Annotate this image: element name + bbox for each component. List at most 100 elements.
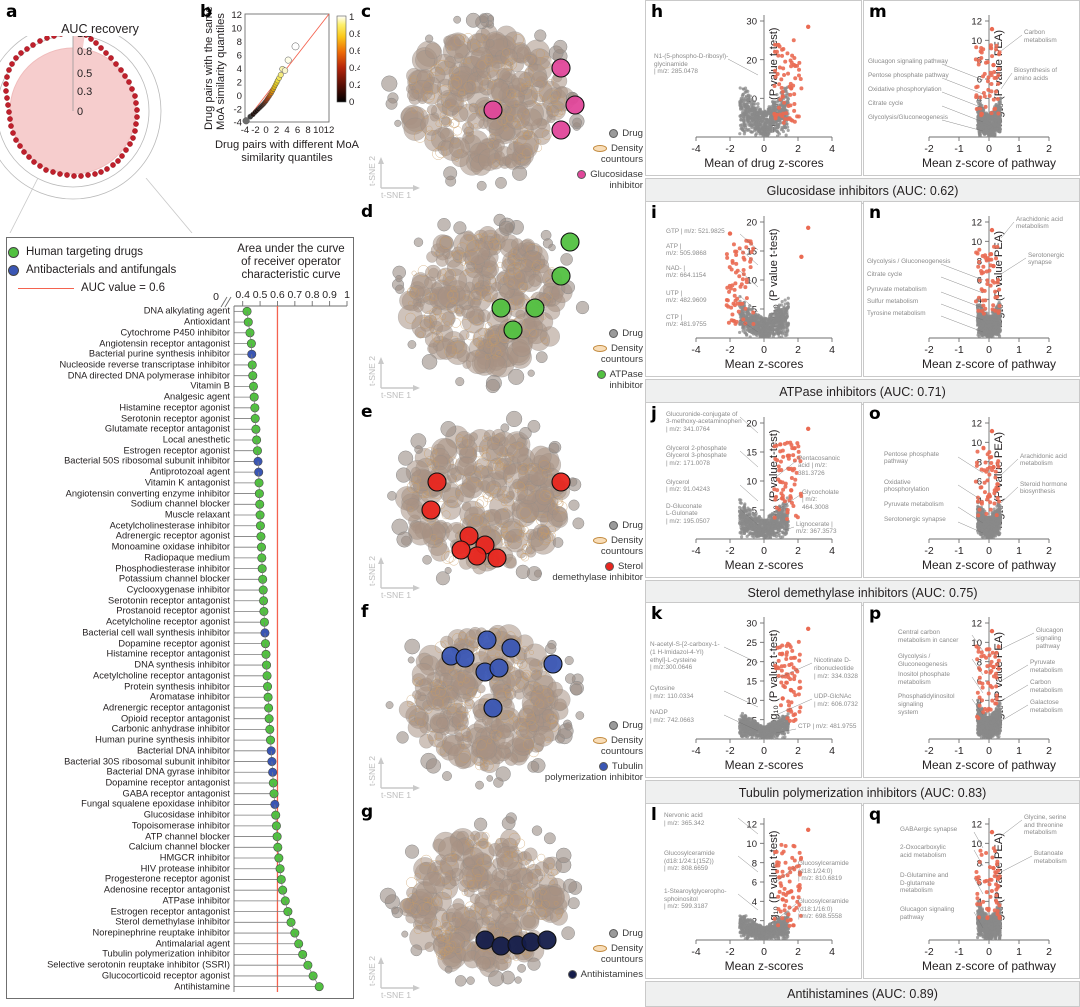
volcano-ytick: 20	[746, 55, 757, 66]
panel-b-xtick-12: 12	[324, 125, 335, 136]
volcano-annotation: Pentose phosphate pathway	[868, 72, 949, 80]
auc-dot	[277, 875, 285, 883]
volcano-ytick: 10	[971, 438, 982, 449]
panel-letter-d: d	[361, 204, 373, 221]
auc-row-label: Fungal squalene epoxidase inhibitor	[81, 800, 230, 809]
panel-b-xtick-10: 10	[313, 125, 324, 136]
auc-heading-line2: of receiver operator	[232, 256, 350, 269]
auc-xtick-0.6: 0.6	[270, 289, 285, 301]
panel-letter-f: f	[361, 604, 368, 621]
volcano-xtick: 2	[1046, 946, 1052, 958]
volcano-xtick: 0	[761, 545, 767, 557]
auc-row-label: DNA synthesis inhibitor	[134, 660, 230, 669]
volcano-xtick: 0	[761, 946, 767, 958]
volcano-xtick: -4	[691, 946, 700, 958]
auc-row-label: Acetylcholinesterase inhibitor	[110, 521, 230, 530]
panel-a-zoom-connector	[0, 178, 200, 233]
volcano-row-caption: Antihistamines (AUC: 0.89)	[645, 981, 1080, 1007]
panel-letter-i: i	[651, 205, 657, 222]
volcano-ytick: 10	[746, 839, 757, 850]
volcano-annotation: Biosynthesis of amino acids	[1014, 67, 1057, 82]
volcano-annotation: N1-(5-phospho-D-ribosyl)- glycinamide | …	[654, 53, 728, 76]
volcano-annotation: Glycolysis / Gluconeogenesis	[867, 258, 950, 266]
tsne-axis-y-label: t-SNE 2	[367, 556, 377, 586]
volcano-xlabel: Mean z-scores	[725, 357, 804, 371]
volcano-cell-n: n24681012−log₁₀ (P value PEA)-2-1012Mean…	[863, 201, 1080, 377]
auc-row-label: Aromatase inhibitor	[150, 693, 230, 702]
auc-xtick-0.7: 0.7	[288, 289, 303, 301]
volcano-row: i5101520−log₁₀ (P value t-test)-4-2024Me…	[645, 201, 1080, 402]
highlight-dot-icon	[577, 170, 586, 179]
volcano-annotation: Oxidative phosphorylation	[884, 479, 929, 494]
auc-row-label: Local anesthetic	[163, 435, 230, 444]
volcano-annotation: Nervonic acid | m/z: 365.342	[664, 812, 704, 827]
density-contour-icon	[593, 737, 607, 744]
blue-dot-icon	[8, 265, 19, 276]
auc-row-label: DNA directed DNA polymerase inhibitor	[68, 371, 230, 380]
drug-dot-icon	[609, 521, 618, 530]
auc-row-label: Analgesic agent	[164, 392, 230, 401]
volcano-ytick: 10	[746, 696, 757, 707]
auc-row-label: Antimalarial agent	[156, 939, 230, 948]
volcano-xtick: 0	[761, 745, 767, 757]
tsne-legend-item: Drug	[568, 928, 643, 939]
volcano-annotation: Oxidative phosphorylation	[868, 86, 942, 94]
tsne-legend-label: Tubulin polymerization inhibitor	[545, 761, 643, 783]
auc-row-label: Dopamine receptor antagonist	[105, 778, 230, 787]
auc-row-label: Adenosine receptor antagonist	[104, 886, 230, 895]
volcano-xtick: -2	[725, 143, 734, 155]
volcano-annotation: Arachidonic acid metabolism	[1020, 453, 1067, 468]
legend-bacterial-label: Antibacterials and antifungals	[26, 264, 176, 276]
panel-b-xtick-4: 4	[284, 125, 290, 136]
volcano-xtick: 2	[795, 344, 801, 356]
panel-a-tick-5: 0	[77, 106, 83, 118]
volcano-annotation: Butanoate metabolism	[1034, 850, 1067, 865]
tsne-legend-label: Sterol demethylase inhibitor	[552, 561, 643, 583]
auc-row-label: Glucocorticoid receptor agonist	[102, 971, 230, 980]
volcano-annotation: Galactose metabolism	[1030, 699, 1063, 714]
panel-a-tick-1: 1.0	[77, 36, 92, 40]
auc-row-label: Angiotensin receptor antagonist	[99, 339, 230, 348]
tsne-axis-x-label: t-SNE 1	[381, 190, 411, 200]
tsne-legend-label: ATPase inhibitor	[609, 369, 643, 391]
auc-row-label: Acetylcholine receptor antagonist	[93, 671, 230, 680]
auc-dot	[298, 950, 306, 958]
volcano-annotation: Glucagon signaling pathway	[868, 58, 948, 66]
panel-b-ylabel-line2: MoA similarity quantiles	[215, 13, 227, 130]
auc-row-label: ATPase inhibitor	[162, 896, 230, 905]
auc-row-label: Serotonin receptor antagonist	[108, 596, 230, 605]
volcano-ytick: 12	[971, 820, 982, 831]
volcano-cell-l: l24681012−log₁₀ (P value t-test)-4-2024M…	[645, 803, 862, 979]
volcano-caption-text: ATPase inhibitors (AUC: 0.71)	[779, 385, 946, 399]
auc-row-label: Topoisomerase inhibitor	[132, 821, 230, 830]
panel-b-xtick-2: 2	[274, 125, 279, 136]
volcano-ylabel: −log₁₀ (P value t-test)	[768, 630, 780, 736]
volcano-ytick: 4	[752, 897, 757, 908]
volcano-annotation: NADP | m/z: 742.0663	[650, 709, 694, 724]
volcano-xtick: -4	[691, 344, 700, 356]
volcano-annotation: Pentacosanoic acid | m/z: 381.3726	[798, 455, 840, 478]
volcano-xtick: -2	[924, 946, 933, 958]
volcano-xtick: 0	[986, 143, 992, 155]
volcano-xtick: -4	[691, 745, 700, 757]
volcano-cell-i: i5101520−log₁₀ (P value t-test)-4-2024Me…	[645, 201, 862, 377]
volcano-ytick: 15	[746, 447, 757, 458]
auc-row-label: HIV protease inhibitor	[141, 864, 230, 873]
panel-b-qq-plot: b Drug pairs with the same MoA similarit…	[200, 0, 360, 205]
auc-row-label: Cytochrome P450 inhibitor	[120, 328, 230, 337]
tsne-highlight-point	[476, 931, 494, 949]
auc-xtick-0.5: 0.5	[253, 289, 268, 301]
auc-row-label: Histamine receptor agonist	[119, 403, 230, 412]
volcano-xtick: 0	[761, 143, 767, 155]
auc-row-label: Dopamine receptor agonist	[118, 639, 230, 648]
drug-dot-icon	[609, 129, 618, 138]
tsne-legend-item: Density countours	[545, 735, 643, 757]
tsne-axis-x-label: t-SNE 1	[381, 590, 411, 600]
